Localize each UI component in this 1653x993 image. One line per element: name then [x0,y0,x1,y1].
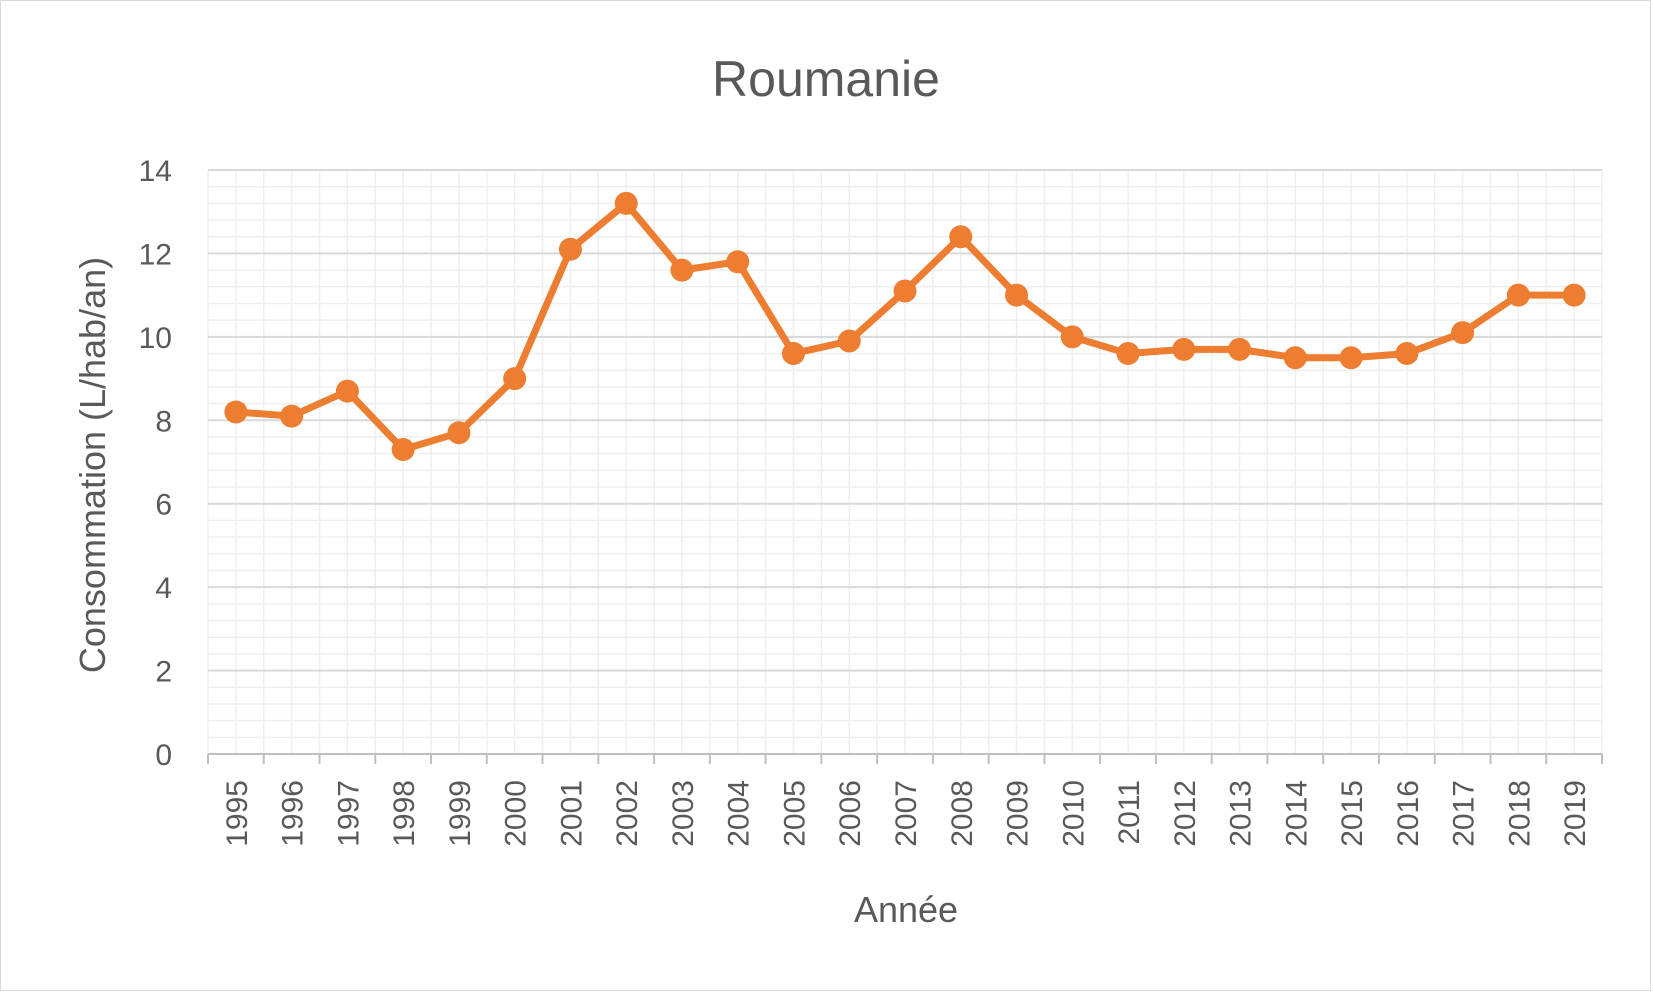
data-point [558,237,582,261]
x-tick-label: 1996 [277,780,310,847]
chart-title: Roumanie [712,51,940,107]
series-layer [224,191,1586,461]
x-tick-label: 2011 [1113,780,1146,845]
data-point [1506,283,1530,307]
data-point [614,191,638,215]
data-point [1172,337,1196,361]
y-tick-label: 10 [139,322,172,355]
gridlines [207,169,1603,755]
y-tick-label: 2 [155,656,172,689]
data-point [1395,342,1419,366]
data-point [335,379,359,403]
x-tick-label: 2007 [890,780,923,847]
y-tick-label: 14 [139,155,172,188]
data-point [1228,337,1252,361]
data-point [726,250,750,274]
x-tick-label: 1998 [388,780,421,847]
x-tick-label: 2001 [555,780,588,847]
data-point [1339,346,1363,370]
data-point [1005,283,1029,307]
y-tick-label: 12 [139,238,172,271]
x-tick-label: 2005 [778,780,811,847]
data-point [893,279,917,303]
data-point [391,437,415,461]
x-tick-label: 1997 [332,780,365,847]
data-point [781,342,805,366]
data-point [670,258,694,282]
x-tick-label: 1995 [221,780,254,847]
x-tick-label: 2015 [1336,780,1369,847]
x-tick-label: 2000 [500,780,533,847]
data-point [503,367,527,391]
x-axis-title: Année [854,889,958,930]
y-tick-label: 6 [155,489,172,522]
x-tick-label: 1999 [444,780,477,847]
x-tick-label: 2016 [1392,780,1425,847]
data-point [280,404,304,428]
data-point [949,225,973,249]
y-tick-label: 0 [155,739,172,772]
x-tick-label: 2009 [1002,780,1035,847]
x-tick-label: 2004 [723,780,756,847]
x-tick-label: 2018 [1503,780,1536,847]
data-point [1283,346,1307,370]
data-point [224,400,248,424]
x-tick-label: 2014 [1280,780,1313,847]
x-axis-ticks: 1995 1996 1997 1998 1999 2000 2001 2002 2003 2004… [207,754,1603,847]
x-tick-label: 2012 [1169,780,1202,847]
x-tick-label: 2008 [946,780,979,847]
data-point [837,329,861,353]
x-tick-label: 2002 [611,780,644,847]
y-tick-label: 4 [155,572,172,605]
data-point [1451,321,1475,345]
data-point [1116,342,1140,366]
y-axis-title: Consommation (L/hab/an) [72,257,113,673]
x-tick-label: 2006 [834,780,867,847]
data-point [1562,283,1586,307]
x-tick-label: 2010 [1057,780,1090,847]
y-axis-ticks: 0 2 4 6 8 10 12 14 [139,155,172,772]
data-point [447,421,471,445]
x-tick-label: 2003 [667,780,700,847]
data-point [1060,325,1084,349]
x-tick-label: 2019 [1559,780,1592,847]
x-tick-label: 2013 [1225,780,1258,847]
y-tick-label: 8 [155,405,172,438]
x-tick-label: 2017 [1448,780,1481,847]
